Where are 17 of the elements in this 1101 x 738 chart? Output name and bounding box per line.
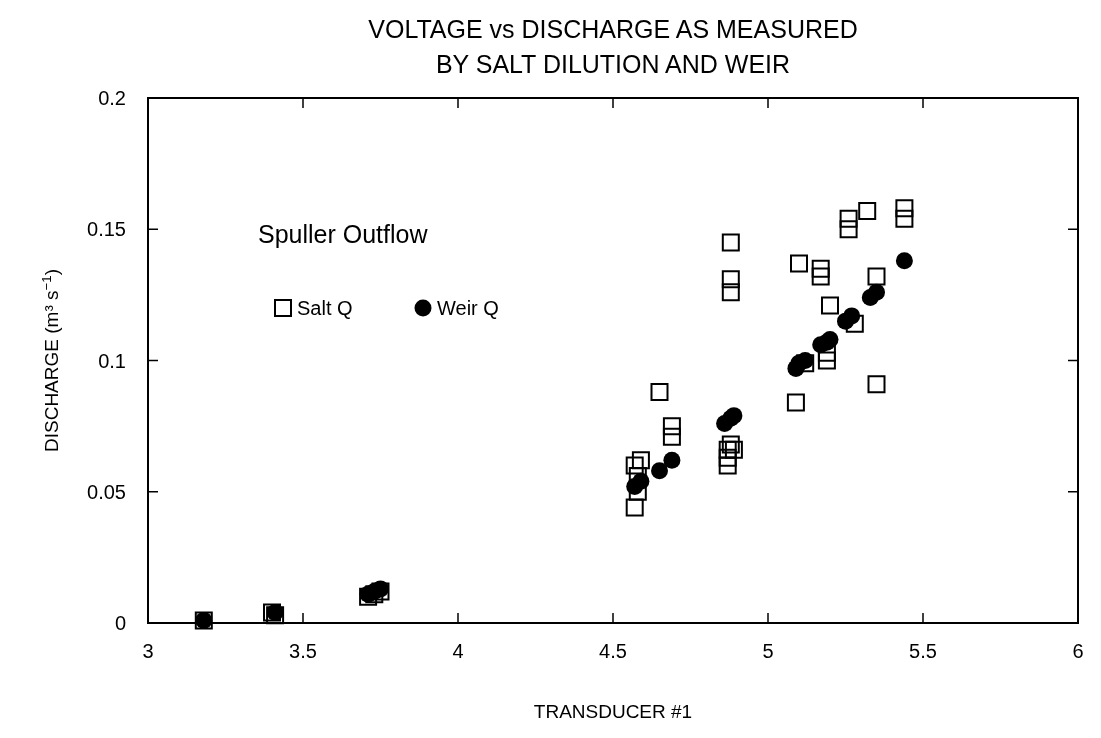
y-tick-label: 0.2 [98, 87, 126, 109]
x-axis-title: TRANSDUCER #1 [533, 701, 693, 722]
x-tick-label: 5 [762, 640, 774, 662]
annotation: Spuller Outflow [258, 220, 429, 248]
legend-label: Salt Q [297, 297, 353, 319]
x-tick-label: 3.5 [289, 640, 317, 662]
y-tick-label: 0 [114, 612, 126, 634]
y-tick-label: 0.15 [87, 218, 126, 241]
x-tick-label: 4 [452, 640, 464, 662]
y-tick-label: 0.05 [87, 480, 126, 503]
x-tick-label: 4.5 [599, 640, 627, 662]
x-tick-label: 5.5 [909, 640, 937, 662]
chart-title: VOLTAGE vs DISCHARGE AS MEASURED BY SALT DILUTION AND WEIR [368, 15, 858, 78]
y-tick-label: 0.1 [98, 349, 126, 372]
legend-label: Weir Q [437, 297, 499, 319]
x-tick-label: 6 [1072, 640, 1084, 662]
x-tick-label: 3 [142, 640, 154, 662]
